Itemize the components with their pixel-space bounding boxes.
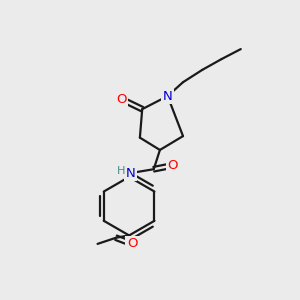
- Text: H: H: [117, 166, 126, 176]
- Text: N: N: [126, 167, 136, 180]
- Text: O: O: [168, 159, 178, 172]
- Text: O: O: [127, 237, 137, 250]
- Text: N: N: [163, 90, 172, 103]
- Text: O: O: [116, 93, 127, 106]
